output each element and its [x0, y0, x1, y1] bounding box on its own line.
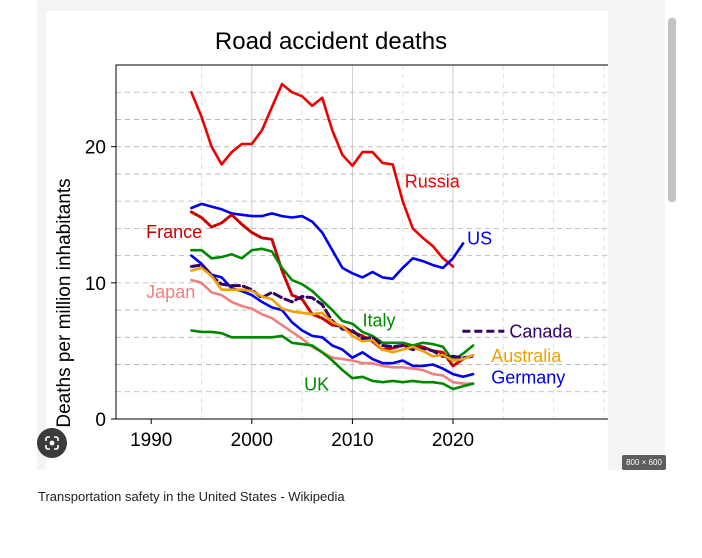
series-label-uk: UK — [304, 374, 329, 394]
series-line-japan — [190, 278, 475, 385]
series-lines — [189, 82, 475, 391]
series-line-russia — [190, 82, 455, 268]
axis-ticks: 1990 2000 2010 2020 0 10 20 — [85, 138, 474, 451]
viewer-scrollbar[interactable] — [668, 18, 676, 202]
y-tick-label: 20 — [85, 138, 106, 159]
series-label-canada: Canada — [509, 321, 573, 341]
series-labels: Russia US France Japan Italy Canada AustraliaG… — [146, 172, 573, 395]
series-label-australia: Australia — [491, 346, 562, 366]
x-tick-label: 2010 — [331, 430, 373, 451]
x-tick-label: 2020 — [432, 430, 474, 451]
series-line-france — [189, 210, 465, 368]
grid — [116, 65, 619, 419]
series-line-italy — [190, 247, 475, 362]
series-line-us — [190, 202, 465, 281]
series-label-us: US — [467, 229, 492, 249]
google-lens-icon — [45, 436, 59, 450]
series-label-germany: Germany — [491, 368, 565, 388]
series-line-uk — [190, 329, 475, 391]
series-label-russia: Russia — [405, 172, 461, 192]
y-axis-label: Deaths per million inhabitants — [54, 178, 75, 427]
series-line-australia — [190, 266, 475, 362]
y-tick-label: 0 — [95, 410, 106, 431]
series-label-italy: Italy — [362, 310, 395, 330]
chart-card[interactable]: Road accident deaths 1990 2000 2010 2020 0 10… — [46, 11, 620, 470]
x-tick-label: 1990 — [130, 430, 172, 451]
y-tick-label: 10 — [85, 274, 106, 295]
plot-frame — [115, 64, 620, 420]
image-caption-link[interactable]: Transportation safety in the United Stat… — [38, 489, 345, 504]
image-size-badge: 800 × 600 — [622, 455, 666, 470]
series-label-france: France — [146, 222, 202, 242]
google-lens-button[interactable] — [37, 428, 67, 458]
road-accident-deaths-chart: Road accident deaths 1990 2000 2010 2020 0 10… — [54, 28, 620, 451]
chart-title: Road accident deaths — [215, 28, 447, 55]
series-label-japan: Japan — [146, 282, 195, 302]
x-tick-label: 2000 — [231, 430, 273, 451]
